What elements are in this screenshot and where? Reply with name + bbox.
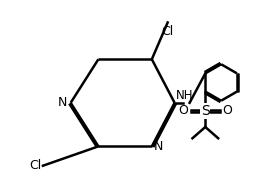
Text: Cl: Cl <box>162 25 174 38</box>
Text: N: N <box>58 96 67 109</box>
Text: O: O <box>179 104 188 117</box>
Text: N: N <box>154 140 163 153</box>
Text: Cl: Cl <box>29 159 42 172</box>
Text: NH: NH <box>176 89 194 102</box>
Text: S: S <box>201 104 210 118</box>
Text: O: O <box>222 104 232 117</box>
